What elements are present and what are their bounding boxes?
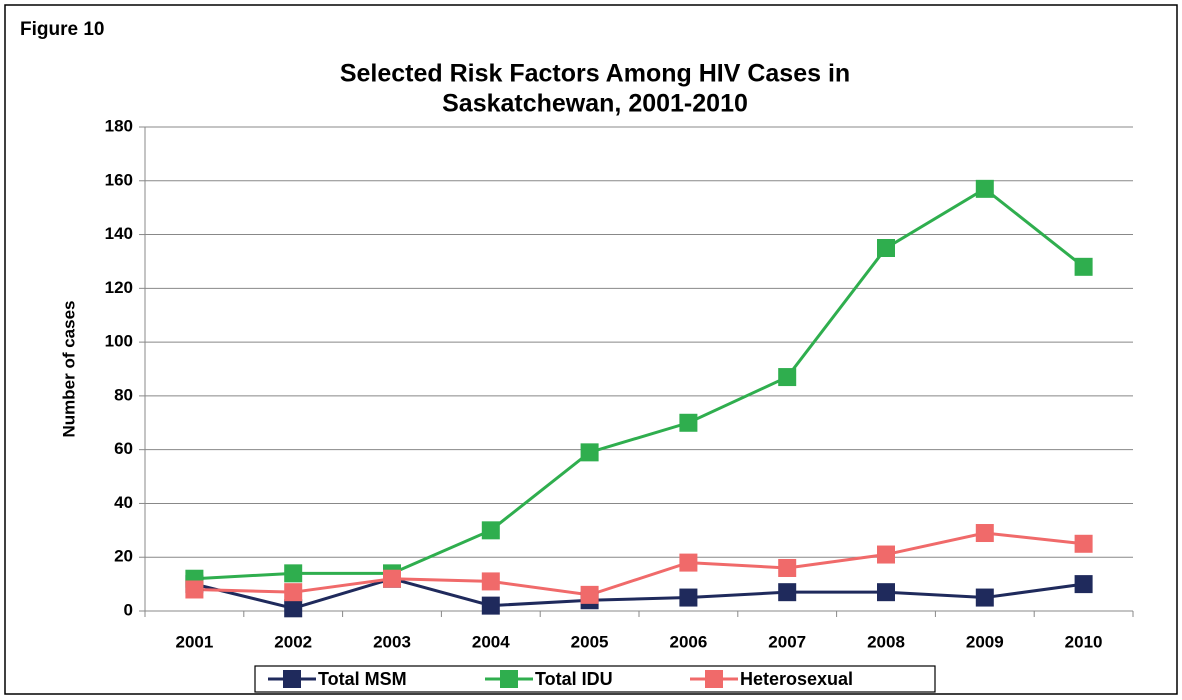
legend-label: Total IDU xyxy=(535,669,613,689)
marker xyxy=(778,583,797,602)
marker xyxy=(284,599,303,618)
legend-marker xyxy=(500,670,518,688)
x-tick-label: 2006 xyxy=(669,632,707,651)
marker xyxy=(284,583,303,602)
marker xyxy=(975,179,994,198)
x-tick-label: 2007 xyxy=(768,632,806,651)
marker xyxy=(778,368,797,387)
marker xyxy=(1074,534,1093,553)
marker xyxy=(383,569,401,588)
series-line xyxy=(194,531,1084,597)
marker xyxy=(481,596,500,615)
marker xyxy=(877,545,895,564)
y-tick-label: 20 xyxy=(114,547,133,566)
marker xyxy=(1074,257,1093,276)
figure-label: Figure 10 xyxy=(20,19,104,40)
legend-label: Total MSM xyxy=(318,669,407,689)
x-tick-label: 2003 xyxy=(373,632,411,651)
chart-title: Saskatchewan, 2001-2010 xyxy=(442,90,748,118)
x-tick-label: 2009 xyxy=(966,632,1004,651)
y-tick-label: 40 xyxy=(114,493,133,512)
marker xyxy=(284,564,303,583)
series-line xyxy=(194,577,1084,610)
marker xyxy=(778,558,797,577)
y-tick-label: 180 xyxy=(105,116,133,135)
marker xyxy=(481,572,500,591)
marker xyxy=(1074,575,1093,594)
x-tick-label: 2005 xyxy=(571,632,609,651)
marker xyxy=(679,588,698,607)
y-tick-label: 120 xyxy=(105,278,133,297)
chart-title: Selected Risk Factors Among HIV Cases in xyxy=(340,60,850,88)
marker xyxy=(975,588,994,607)
marker xyxy=(679,553,698,572)
legend-box xyxy=(254,665,936,693)
y-tick-label: 0 xyxy=(124,600,133,619)
y-tick-label: 160 xyxy=(105,170,133,189)
y-tick-label: 100 xyxy=(105,332,133,351)
y-tick-label: 140 xyxy=(105,224,133,243)
marker xyxy=(679,413,698,432)
marker xyxy=(877,583,895,602)
legend-marker xyxy=(705,670,723,688)
y-tick-label: 60 xyxy=(114,439,133,458)
y-axis-label: Number of cases xyxy=(59,301,78,438)
x-tick-label: 2008 xyxy=(867,632,905,651)
x-tick-label: 2004 xyxy=(472,632,510,651)
y-tick-label: 80 xyxy=(114,385,133,404)
x-tick-label: 2001 xyxy=(175,632,213,651)
x-tick-label: 2010 xyxy=(1065,632,1103,651)
marker xyxy=(481,521,500,540)
marker xyxy=(877,239,895,257)
marker xyxy=(185,580,204,599)
legend-label: Heterosexual xyxy=(740,669,853,689)
marker xyxy=(580,585,599,604)
marker xyxy=(975,524,994,543)
x-tick-label: 2002 xyxy=(274,632,312,651)
legend-marker xyxy=(283,670,301,688)
series-line xyxy=(194,187,1085,581)
marker xyxy=(580,443,599,462)
